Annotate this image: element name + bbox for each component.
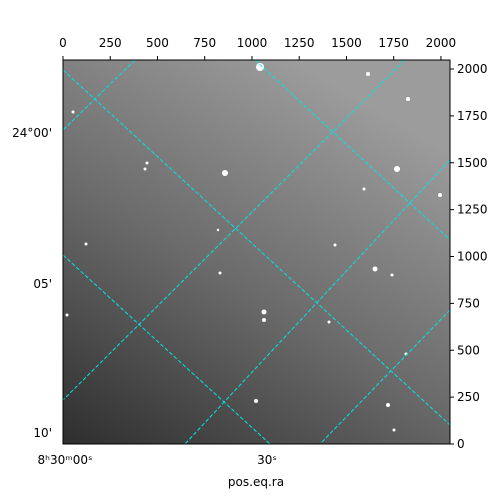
x-tick-label: 250: [99, 36, 122, 50]
y-tick-label: 1500: [457, 156, 488, 170]
y-tick-label: 250: [457, 390, 480, 404]
x-tick-label: 1000: [237, 36, 268, 50]
x-tick-label: 0: [59, 36, 67, 50]
x-tick-label: 500: [146, 36, 169, 50]
y-tick-label: 1000: [457, 250, 488, 264]
y-tick-label: 0: [457, 437, 465, 451]
ra-tick-label: 8ʰ30ᵐ00ˢ: [38, 453, 93, 467]
y-tick-label: 1750: [457, 109, 488, 123]
sky-image: [63, 60, 450, 444]
world-grid: [63, 60, 450, 444]
x-tick-label: 2000: [426, 36, 457, 50]
x-tick-label: 750: [193, 36, 216, 50]
stars: [65, 63, 442, 432]
x-tick-label: 1250: [284, 36, 315, 50]
axes-frame: [62, 59, 451, 445]
y-tick-label: 1250: [457, 203, 488, 217]
dec-tick-label: 24°00': [12, 126, 52, 140]
x-tick-label: 1750: [378, 36, 409, 50]
dec-tick-label: 10': [33, 426, 52, 440]
x-tick-label: 1500: [331, 36, 362, 50]
y-tick-label: 750: [457, 296, 480, 310]
x-axis-label: pos.eq.ra: [228, 475, 284, 489]
ra-tick-label: 30ˢ: [257, 453, 277, 467]
y-tick-label: 500: [457, 343, 480, 357]
dec-tick-label: 05': [33, 277, 52, 291]
y-tick-label: 2000: [457, 62, 488, 76]
